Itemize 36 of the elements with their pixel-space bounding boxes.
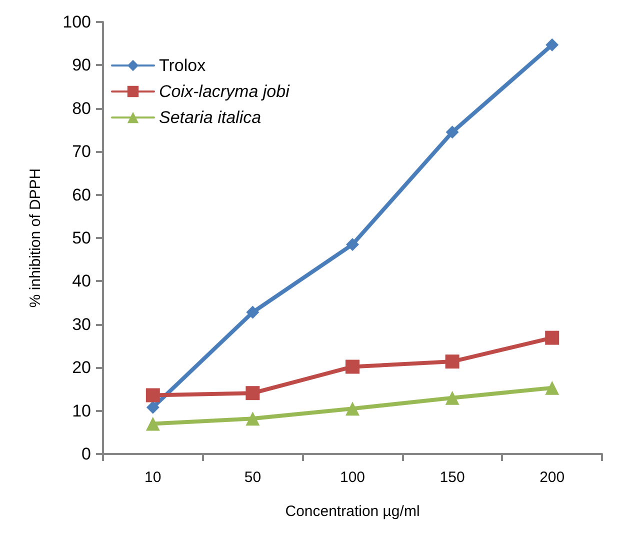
x-tick-label: 100 — [340, 469, 366, 486]
point — [146, 416, 160, 431]
point — [545, 330, 560, 345]
y-tick-label: 60 — [72, 185, 91, 204]
legend-label: Coix-lacryma jobi — [159, 82, 291, 101]
x-axis-title: Concentration µg/ml — [285, 503, 420, 520]
y-axis-title: % inhibition of DPPH — [27, 168, 44, 308]
point — [445, 390, 460, 405]
point — [246, 386, 260, 400]
y-tick-label: 40 — [72, 272, 91, 291]
point — [146, 400, 160, 414]
y-tick-label: 80 — [72, 98, 91, 118]
point — [346, 360, 360, 374]
point — [346, 238, 359, 251]
point — [545, 380, 560, 395]
legend-label: Setaria italica — [159, 108, 262, 127]
y-tick-label: 100 — [62, 12, 91, 32]
y-tick-label: 70 — [72, 142, 91, 162]
point — [146, 388, 160, 402]
x-tick-label: 10 — [144, 469, 162, 486]
point — [246, 412, 260, 426]
y-tick-label: 90 — [72, 56, 91, 75]
x-tick-label: 200 — [540, 469, 565, 486]
point — [546, 38, 559, 52]
legend-label: Trolox — [159, 56, 206, 75]
point — [446, 126, 459, 139]
y-tick-label: 50 — [72, 228, 91, 248]
point — [246, 306, 260, 319]
y-tick-label: 20 — [72, 358, 91, 378]
x-tick-label: 50 — [244, 469, 262, 486]
y-tick-label: 10 — [72, 401, 91, 420]
point — [445, 354, 460, 369]
x-tick-label: 150 — [440, 469, 465, 486]
y-tick-label: 30 — [72, 314, 91, 334]
point — [346, 402, 360, 416]
y-tick-label: 0 — [82, 444, 91, 464]
